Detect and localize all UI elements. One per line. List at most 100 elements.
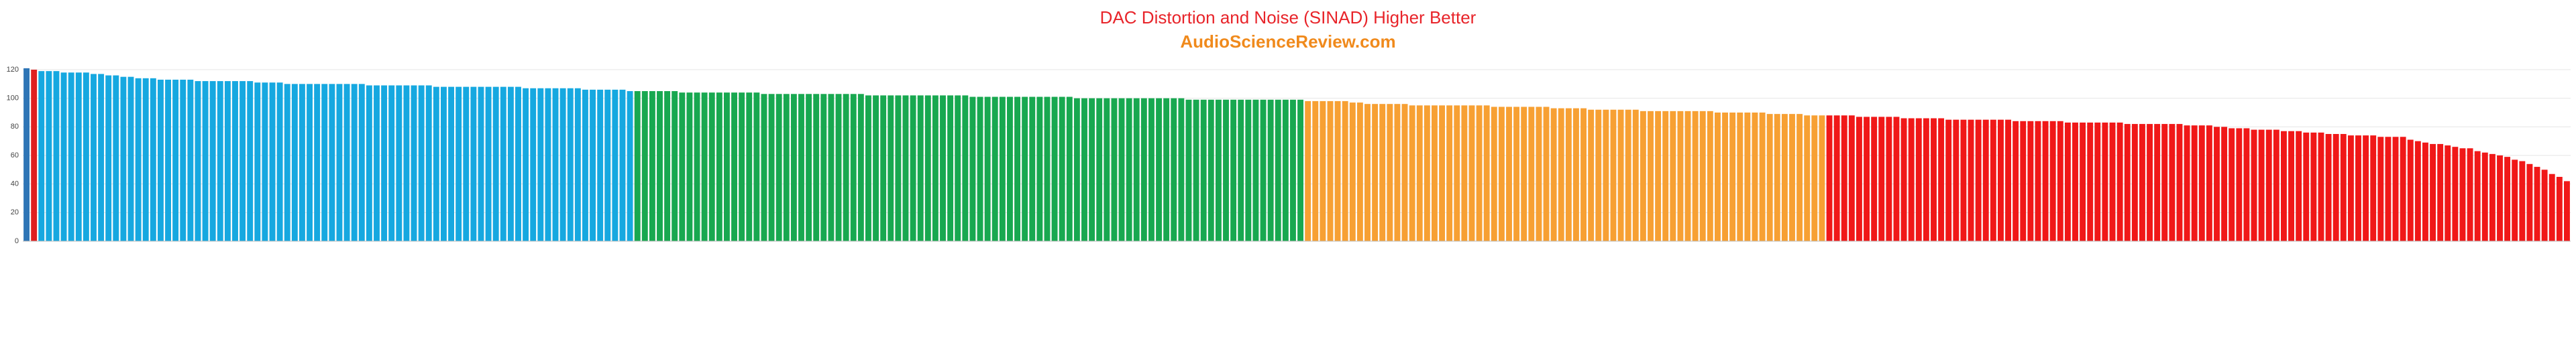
bar bbox=[746, 92, 753, 241]
bar bbox=[2370, 135, 2377, 241]
bar bbox=[195, 81, 201, 241]
bar bbox=[1722, 113, 1728, 241]
bar bbox=[1156, 98, 1162, 241]
bar bbox=[2035, 121, 2041, 241]
bar bbox=[1446, 105, 1453, 241]
bar bbox=[2519, 161, 2526, 241]
bar bbox=[172, 79, 179, 241]
bar bbox=[478, 86, 484, 241]
bar bbox=[627, 91, 633, 241]
bar bbox=[1491, 107, 1497, 241]
bar bbox=[1737, 113, 1743, 241]
bar bbox=[2310, 132, 2317, 241]
bar bbox=[396, 85, 402, 241]
bar bbox=[1945, 119, 1952, 241]
bar bbox=[2116, 122, 2123, 241]
bar bbox=[775, 94, 782, 241]
bar bbox=[2512, 159, 2518, 241]
bar bbox=[1908, 118, 1915, 241]
bar bbox=[1759, 113, 1766, 241]
bar bbox=[2332, 134, 2339, 241]
bar bbox=[1252, 99, 1259, 241]
bar bbox=[485, 86, 492, 241]
bar bbox=[1454, 105, 1460, 241]
bar bbox=[470, 86, 477, 241]
bar bbox=[2020, 121, 2027, 241]
bar bbox=[2265, 129, 2272, 241]
bar bbox=[1215, 99, 1222, 241]
bar bbox=[2154, 124, 2161, 241]
bar bbox=[269, 82, 276, 241]
bar bbox=[1126, 98, 1132, 241]
bar bbox=[463, 86, 470, 241]
bar bbox=[1528, 107, 1535, 241]
bar bbox=[358, 84, 365, 241]
bar bbox=[962, 95, 969, 241]
bar bbox=[232, 81, 238, 241]
y-tick-label: 100 bbox=[7, 94, 19, 102]
bar bbox=[1014, 96, 1020, 241]
bar bbox=[1871, 117, 1878, 241]
bar bbox=[1044, 96, 1051, 241]
bar bbox=[969, 96, 976, 241]
bar bbox=[1275, 99, 1281, 241]
bar bbox=[1424, 105, 1430, 241]
bar bbox=[672, 91, 678, 241]
bar bbox=[2243, 128, 2250, 241]
bar bbox=[1073, 98, 1080, 241]
bar bbox=[731, 92, 737, 241]
bar bbox=[1804, 115, 1811, 241]
bar bbox=[2467, 148, 2473, 241]
bar bbox=[403, 85, 410, 241]
bar bbox=[2072, 122, 2078, 241]
bar bbox=[1349, 102, 1356, 241]
bar bbox=[873, 95, 879, 241]
bar bbox=[314, 84, 321, 241]
bar bbox=[798, 94, 804, 241]
bar bbox=[701, 92, 708, 241]
bar bbox=[1513, 107, 1520, 241]
bar bbox=[336, 84, 343, 241]
y-tick-label: 80 bbox=[11, 123, 19, 131]
bar bbox=[1990, 119, 1996, 241]
bar bbox=[1848, 115, 1855, 241]
bar bbox=[187, 79, 194, 241]
bar bbox=[142, 78, 149, 241]
bar bbox=[2541, 169, 2548, 241]
bar bbox=[1089, 98, 1095, 241]
bar bbox=[1059, 96, 1065, 241]
bar bbox=[1208, 99, 1214, 241]
bar bbox=[1416, 105, 1423, 241]
bar bbox=[1342, 100, 1348, 241]
bar bbox=[2236, 128, 2243, 241]
bar bbox=[597, 89, 604, 241]
bar bbox=[537, 88, 544, 241]
bar bbox=[850, 94, 857, 241]
bar bbox=[1356, 102, 1363, 241]
bar bbox=[828, 94, 835, 241]
bar bbox=[2303, 132, 2310, 241]
bar bbox=[60, 72, 67, 242]
bar bbox=[1603, 109, 1609, 241]
bar bbox=[880, 95, 887, 241]
bar bbox=[2176, 124, 2183, 241]
bar bbox=[1565, 108, 1572, 241]
bar bbox=[1029, 96, 1036, 241]
bar bbox=[425, 85, 432, 241]
bar bbox=[2214, 127, 2220, 241]
bar bbox=[2288, 131, 2294, 241]
bar bbox=[455, 86, 462, 241]
bar bbox=[1387, 104, 1393, 241]
bar bbox=[2094, 122, 2101, 241]
bar bbox=[2445, 145, 2451, 241]
bar bbox=[1260, 99, 1267, 241]
bar bbox=[1506, 107, 1512, 241]
bar bbox=[1312, 100, 1319, 241]
bar bbox=[1163, 98, 1170, 241]
bar bbox=[649, 91, 655, 241]
bar bbox=[433, 86, 439, 241]
bar bbox=[1401, 104, 1408, 241]
bar bbox=[1521, 107, 1527, 241]
bar bbox=[1826, 115, 1833, 241]
bar bbox=[1744, 113, 1751, 241]
